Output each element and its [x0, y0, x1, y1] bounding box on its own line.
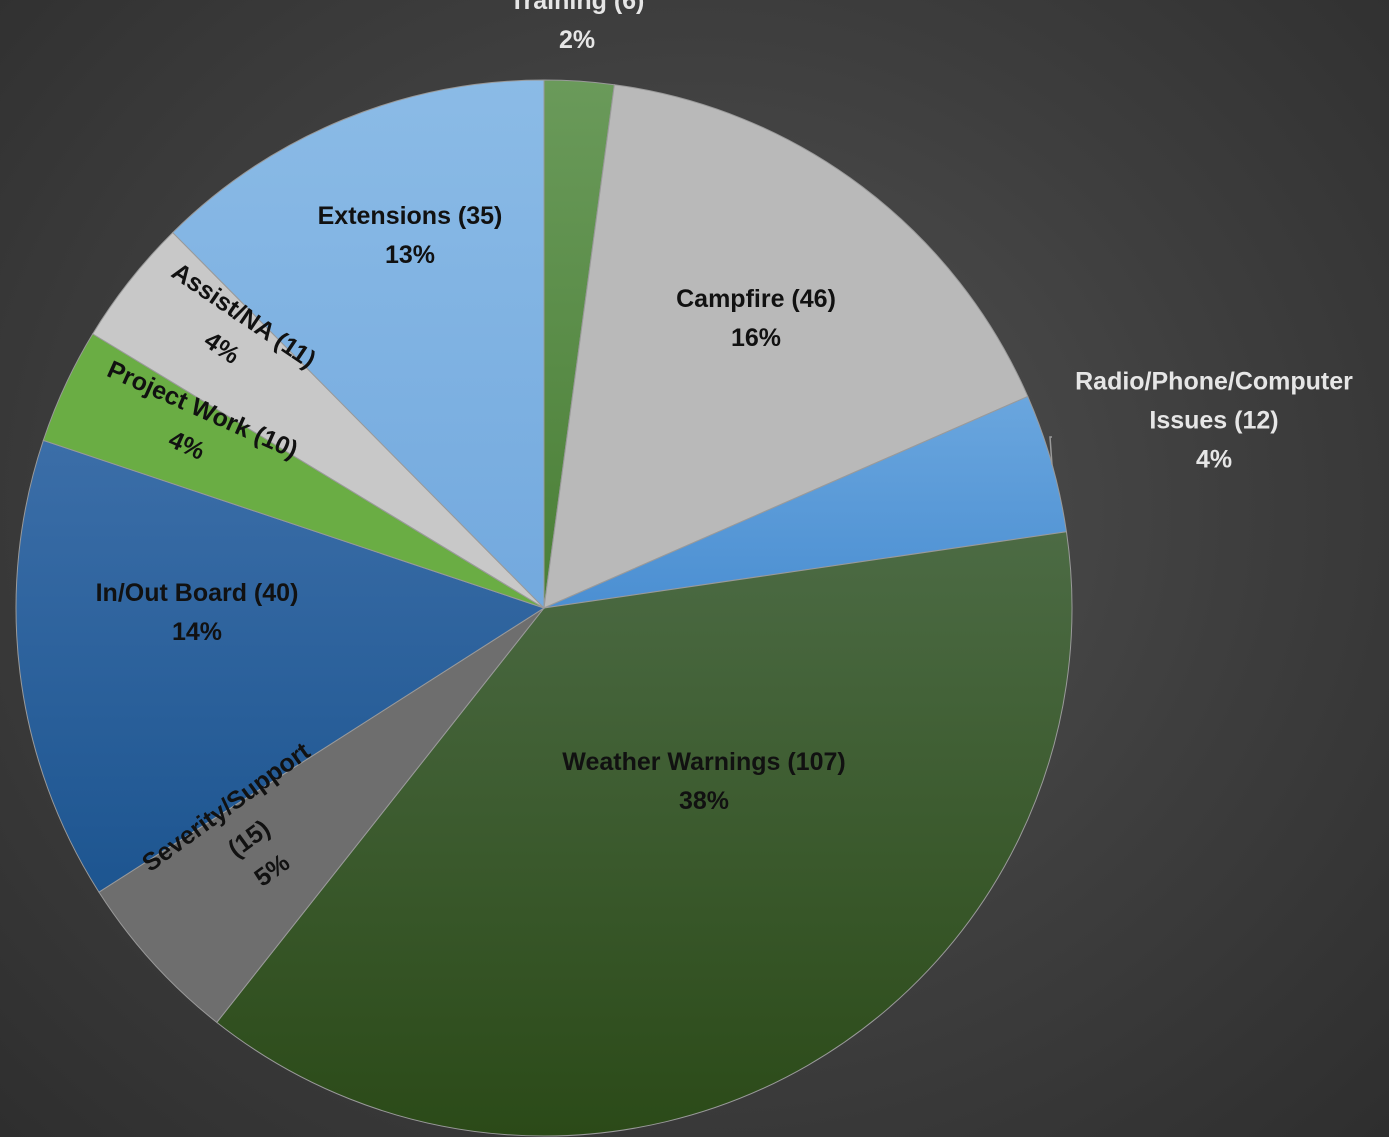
pie-slices	[15, 79, 1073, 1137]
pie-label-text: Training (6)	[510, 0, 645, 15]
leader-line	[1049, 436, 1053, 466]
pie-label-campfire: Campfire (46) 16%	[676, 285, 836, 352]
pie-label-percent: 16%	[731, 324, 781, 352]
pie-label-text: In/Out Board (40)	[96, 579, 299, 607]
pie-label-percent: 14%	[172, 618, 222, 646]
pie-slice-in-out-board	[15, 439, 546, 893]
pie-slice-campfire	[543, 84, 1029, 609]
pie-label-in-out-board: In/Out Board (40) 14%	[96, 579, 299, 646]
pie-label-weather-warnings: Weather Warnings (107) 38%	[562, 748, 845, 815]
pie-slice-extensions	[172, 79, 545, 610]
pie-label-percent: 4%	[1196, 446, 1232, 474]
pie-label-text: Campfire (46)	[676, 285, 836, 313]
pie-slice-severity-support	[98, 607, 545, 1024]
pie-label-text: Issues (12)	[1149, 407, 1278, 435]
pie-label-text: Extensions (35)	[318, 202, 503, 230]
pie-label-percent: 38%	[679, 787, 729, 815]
pie-label-text: Radio/Phone/Computer	[1075, 368, 1353, 396]
pie-label-extensions: Extensions (35) 13%	[318, 202, 503, 269]
pie-label-percent: 2%	[559, 26, 595, 54]
pie-slice-weather-warnings	[216, 531, 1073, 1137]
pie-label-radio-phone-computer-issues: Radio/Phone/Computer Issues (12) 4%	[1075, 368, 1353, 474]
pie-label-percent: 13%	[385, 241, 435, 269]
pie-label-text: Weather Warnings (107)	[562, 748, 845, 776]
pie-label-training: Training (6) 2%	[510, 0, 645, 54]
